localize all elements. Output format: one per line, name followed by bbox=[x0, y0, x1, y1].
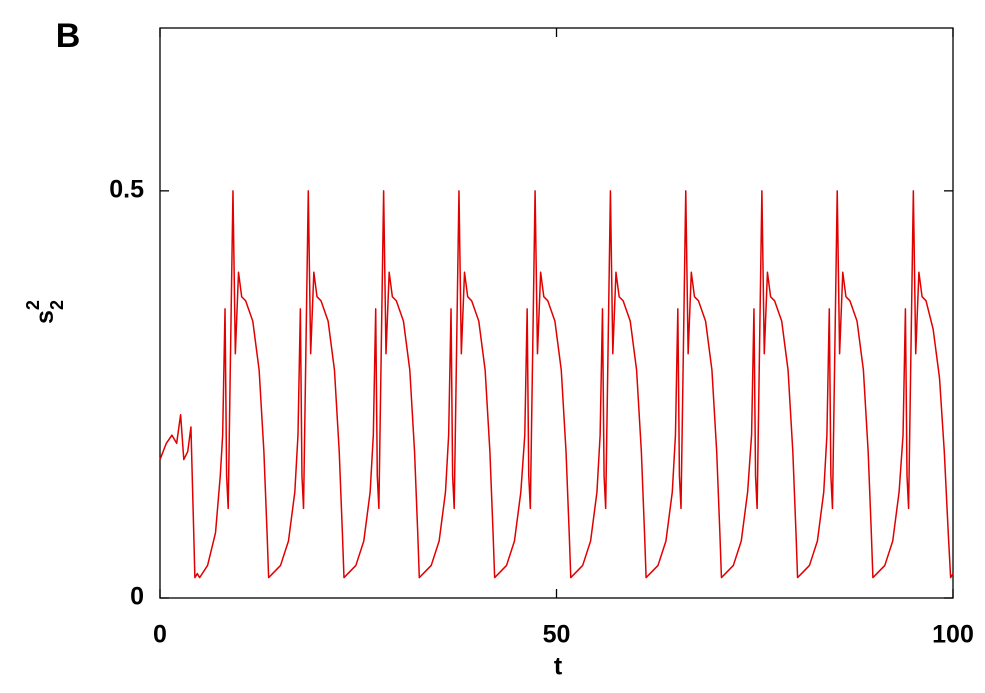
y-axis-label: s2 2 bbox=[23, 300, 67, 324]
x-tick-label: 100 bbox=[932, 621, 974, 649]
y-tick-label: 0.5 bbox=[109, 175, 144, 203]
panel-label: B bbox=[56, 17, 81, 55]
y-label-base: s bbox=[31, 310, 59, 324]
data-line bbox=[159, 190, 954, 579]
x-tick-label: 0 bbox=[153, 621, 167, 649]
x-axis-label: t bbox=[554, 653, 563, 681]
plot-frame bbox=[159, 27, 954, 599]
x-tick-label: 50 bbox=[543, 621, 571, 649]
y-tick-label: 0 bbox=[130, 583, 144, 611]
y-label-sub: 2 bbox=[47, 300, 67, 310]
y-label-sup: 2 bbox=[23, 300, 43, 310]
